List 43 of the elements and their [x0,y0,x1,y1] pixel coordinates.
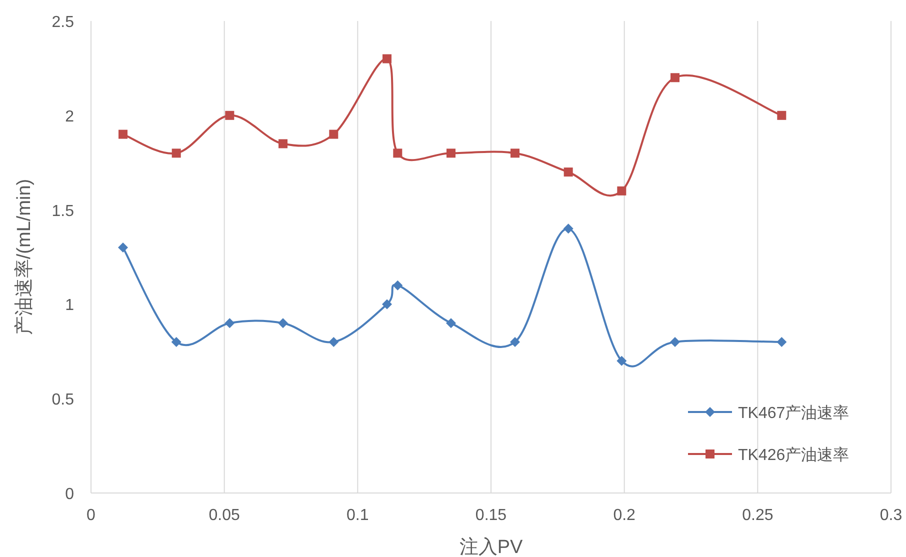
point [118,130,128,139]
y-tick-label: 2 [65,108,74,126]
point [617,186,626,196]
point [172,148,181,158]
point [616,356,627,366]
point [278,318,288,328]
x-tick-label: 0.25 [742,507,774,524]
point [670,336,680,347]
point [776,336,787,347]
point [777,110,786,120]
y-tick-label: 1 [65,297,74,314]
legend-label: TK467产油速率 [738,404,850,422]
y-tick-label: 1.5 [52,202,74,220]
x-tick-label: 0 [86,507,96,524]
point [393,148,402,158]
point [382,299,392,310]
y-axis-title: 产油速率/(mL/min) [13,178,35,336]
point [224,318,235,328]
x-tick-label: 0.1 [346,507,369,524]
point [563,224,574,234]
point [670,73,680,82]
y-tick-label: 2.5 [52,14,74,31]
point [382,54,392,64]
x-tick-label: 0.15 [475,507,507,524]
legend-label: TK426产油速率 [738,446,850,464]
point [510,148,520,158]
point [225,110,234,120]
point [118,242,128,253]
x-axis-title: 注入PV [459,536,523,557]
point [446,318,456,328]
point [392,280,403,290]
point [329,130,338,139]
point [171,336,182,347]
point [328,336,339,347]
point [510,336,520,347]
y-tick-label: 0 [65,486,74,503]
x-tick-label: 0.2 [613,507,636,524]
point [278,139,288,148]
x-tick-label: 0.05 [208,507,240,524]
point [564,168,573,177]
y-tick-label: 0.5 [52,392,74,409]
x-tick-label: 0.3 [880,507,902,524]
point [446,148,456,158]
